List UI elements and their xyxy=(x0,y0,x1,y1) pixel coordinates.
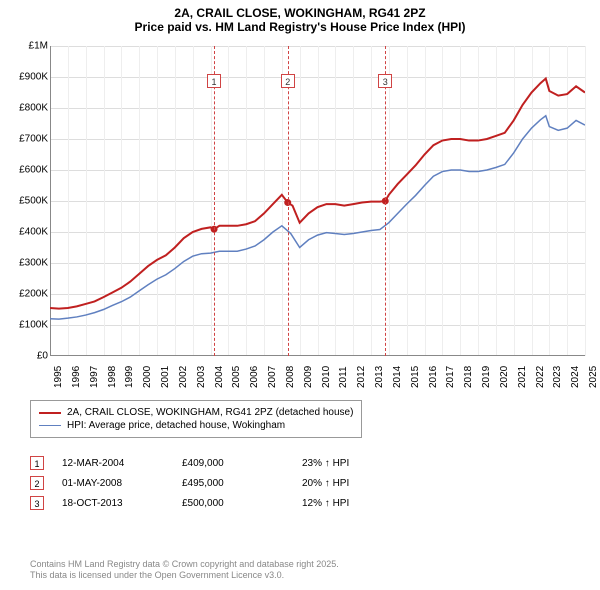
sale-marker-box: 1 xyxy=(207,74,221,88)
y-axis-label: £300K xyxy=(19,258,48,269)
x-axis-label: 2021 xyxy=(517,366,528,388)
footer-line-1: Contains HM Land Registry data © Crown c… xyxy=(30,559,339,571)
x-axis-label: 1999 xyxy=(124,366,135,388)
sale-price: £409,000 xyxy=(182,458,302,469)
x-axis-label: 2002 xyxy=(178,366,189,388)
x-axis-label: 2011 xyxy=(338,366,349,388)
y-axis-label: £0 xyxy=(37,351,48,362)
x-axis-label: 2003 xyxy=(196,366,207,388)
x-axis-label: 1996 xyxy=(71,366,82,388)
y-axis-label: £100K xyxy=(19,320,48,331)
gridline-v xyxy=(585,46,586,356)
legend-swatch xyxy=(39,425,61,427)
y-axis-label: £200K xyxy=(19,289,48,300)
y-axis-label: £500K xyxy=(19,196,48,207)
sale-price: £495,000 xyxy=(182,478,302,489)
x-axis-label: 2024 xyxy=(570,366,581,388)
chart-container: 2A, CRAIL CLOSE, WOKINGHAM, RG41 2PZ Pri… xyxy=(0,0,600,590)
sale-row-marker: 1 xyxy=(30,456,44,470)
series-line xyxy=(50,79,585,309)
x-axis-label: 2004 xyxy=(214,366,225,388)
sale-price: £500,000 xyxy=(182,498,302,509)
x-axis-label: 2023 xyxy=(552,366,563,388)
sale-row: 1 12-MAR-2004£409,00023% ↑ HPI xyxy=(30,456,422,470)
sale-date: 12-MAR-2004 xyxy=(62,458,182,469)
legend-swatch xyxy=(39,412,61,414)
chart-titles: 2A, CRAIL CLOSE, WOKINGHAM, RG41 2PZ Pri… xyxy=(0,0,600,34)
x-axis-label: 2010 xyxy=(321,366,332,388)
x-axis-label: 2009 xyxy=(303,366,314,388)
title-line-2: Price paid vs. HM Land Registry's House … xyxy=(0,20,600,34)
sale-date: 01-MAY-2008 xyxy=(62,478,182,489)
sale-marker-box: 3 xyxy=(378,74,392,88)
sale-diff: 20% ↑ HPI xyxy=(302,478,422,489)
x-axis-label: 2019 xyxy=(481,366,492,388)
legend-label: 2A, CRAIL CLOSE, WOKINGHAM, RG41 2PZ (de… xyxy=(67,407,353,418)
x-axis-label: 2012 xyxy=(356,366,367,388)
x-axis-label: 2020 xyxy=(499,366,510,388)
title-line-1: 2A, CRAIL CLOSE, WOKINGHAM, RG41 2PZ xyxy=(0,6,600,20)
x-axis-label: 2008 xyxy=(285,366,296,388)
sale-row: 2 01-MAY-2008£495,00020% ↑ HPI xyxy=(30,476,422,490)
sale-marker-line xyxy=(214,46,215,356)
x-axis-label: 2014 xyxy=(392,366,403,388)
sale-diff: 23% ↑ HPI xyxy=(302,458,422,469)
legend-label: HPI: Average price, detached house, Woki… xyxy=(67,420,285,431)
line-layer xyxy=(50,46,585,356)
legend-row: HPI: Average price, detached house, Woki… xyxy=(39,420,353,431)
x-axis-label: 2005 xyxy=(231,366,242,388)
x-axis-label: 2007 xyxy=(267,366,278,388)
y-axis-label: £900K xyxy=(19,72,48,83)
x-axis-label: 2022 xyxy=(535,366,546,388)
footer-attribution: Contains HM Land Registry data © Crown c… xyxy=(30,559,339,582)
x-axis-label: 2016 xyxy=(428,366,439,388)
sale-date: 18-OCT-2013 xyxy=(62,498,182,509)
legend-box: 2A, CRAIL CLOSE, WOKINGHAM, RG41 2PZ (de… xyxy=(30,400,362,438)
x-axis-label: 1998 xyxy=(107,366,118,388)
y-axis-label: £800K xyxy=(19,103,48,114)
y-axis-label: £600K xyxy=(19,165,48,176)
sale-marker-line xyxy=(288,46,289,356)
x-axis-label: 2018 xyxy=(463,366,474,388)
series-line xyxy=(50,116,585,319)
x-axis-label: 2000 xyxy=(142,366,153,388)
y-axis-label: £700K xyxy=(19,134,48,145)
footer-line-2: This data is licensed under the Open Gov… xyxy=(30,570,339,582)
legend-row: 2A, CRAIL CLOSE, WOKINGHAM, RG41 2PZ (de… xyxy=(39,407,353,418)
sale-row: 3 18-OCT-2013£500,00012% ↑ HPI xyxy=(30,496,422,510)
x-axis-label: 1997 xyxy=(89,366,100,388)
sale-marker-box: 2 xyxy=(281,74,295,88)
x-axis-label: 2006 xyxy=(249,366,260,388)
sale-row-marker: 2 xyxy=(30,476,44,490)
x-axis-label: 2001 xyxy=(160,366,171,388)
x-axis-label: 2013 xyxy=(374,366,385,388)
sale-diff: 12% ↑ HPI xyxy=(302,498,422,509)
x-axis-label: 2025 xyxy=(588,366,599,388)
sales-table: 1 12-MAR-2004£409,00023% ↑ HPI 2 01-MAY-200… xyxy=(30,450,422,516)
x-axis-label: 2015 xyxy=(410,366,421,388)
y-axis-label: £400K xyxy=(19,227,48,238)
x-axis-label: 1995 xyxy=(53,366,64,388)
x-axis-label: 2017 xyxy=(445,366,456,388)
y-axis-label: £1M xyxy=(29,41,48,52)
sale-marker-line xyxy=(385,46,386,356)
sale-row-marker: 3 xyxy=(30,496,44,510)
